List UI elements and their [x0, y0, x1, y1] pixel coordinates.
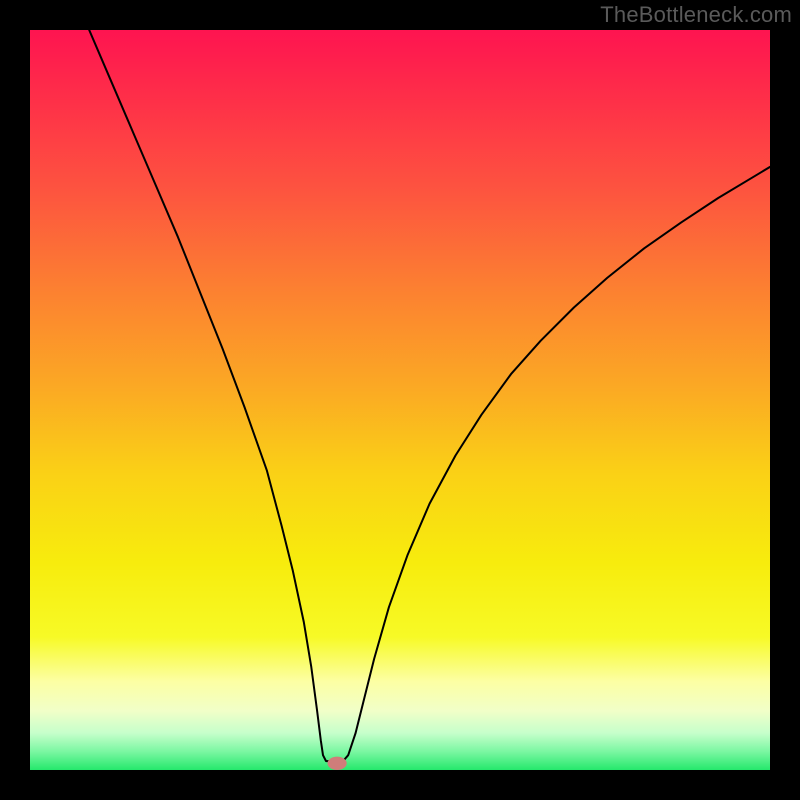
chart-canvas: TheBottleneck.com	[0, 0, 800, 800]
chart-svg	[0, 0, 800, 800]
optimum-marker	[327, 757, 346, 770]
chart-background-gradient	[30, 30, 770, 770]
